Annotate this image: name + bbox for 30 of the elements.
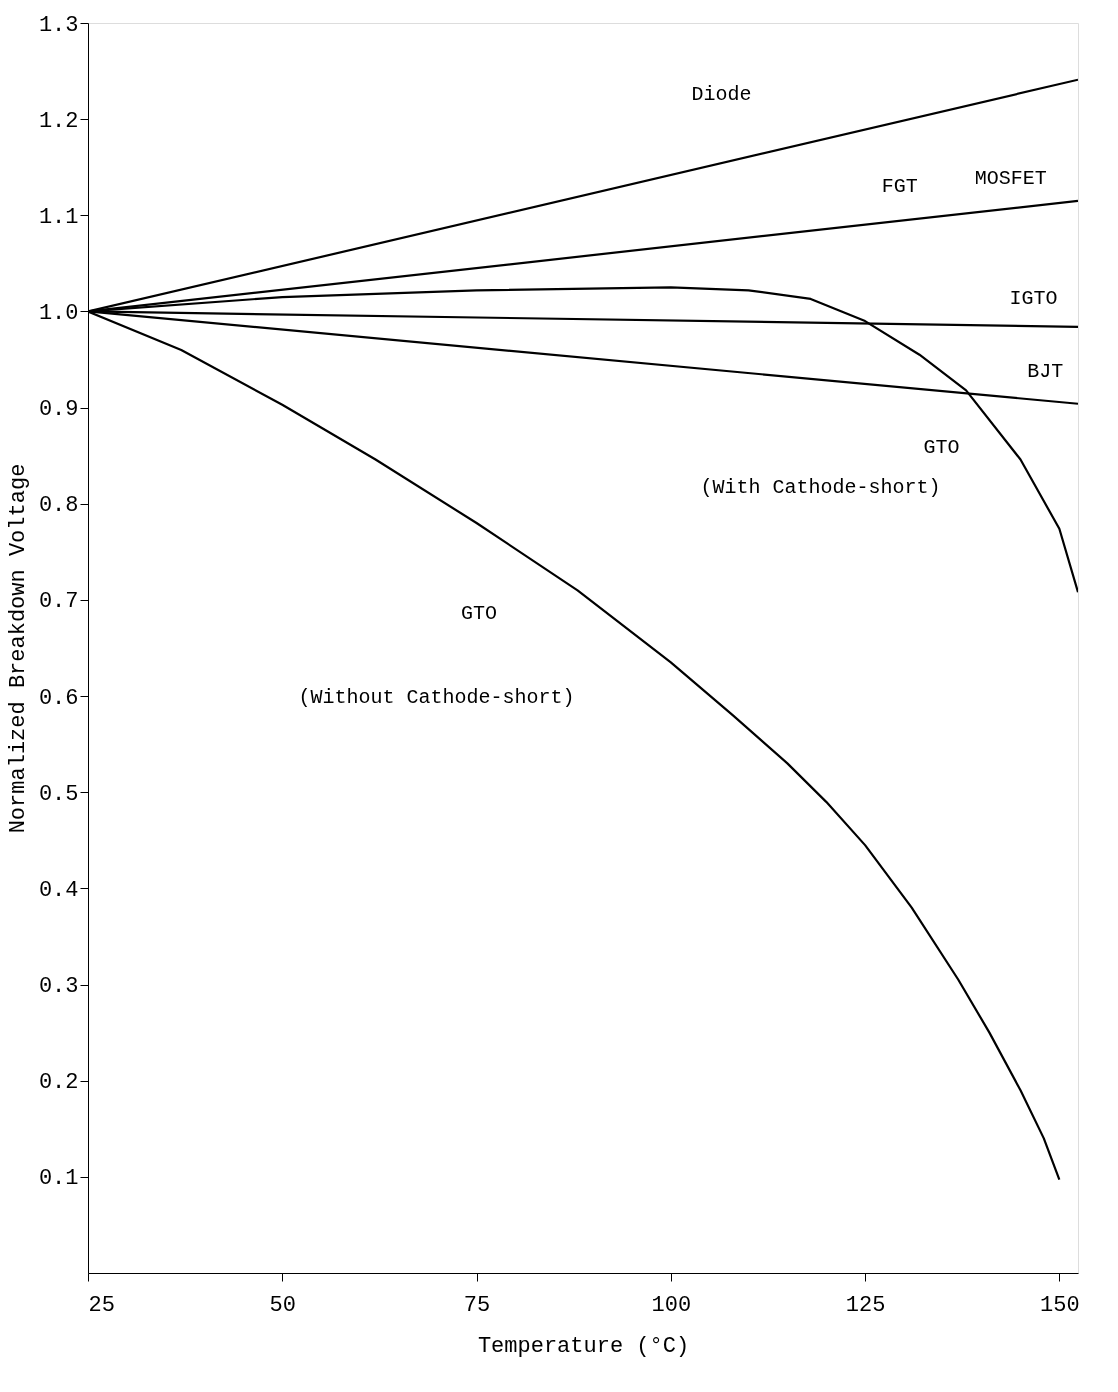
- annotation: BJT: [1027, 359, 1064, 383]
- y-tick-label: 0.4: [38, 877, 79, 903]
- y-tick-label: 1.2: [38, 108, 79, 134]
- x-axis-title: Temperature (°C): [477, 1333, 690, 1359]
- annotation: (Without Cathode-short): [298, 685, 575, 709]
- annotation: IGTO: [1009, 287, 1058, 310]
- y-tick-label: 1.0: [38, 300, 79, 326]
- annotation: GTO: [461, 602, 498, 625]
- annotation: MOSFET: [974, 167, 1047, 190]
- y-tick-label: 0.8: [38, 493, 79, 519]
- annotation: FGT: [881, 174, 918, 198]
- y-tick-label: 0.2: [38, 1070, 79, 1096]
- annotation: Diode: [691, 83, 752, 107]
- x-tick-label: 150: [1040, 1292, 1080, 1318]
- x-tick-label: 25: [88, 1292, 115, 1318]
- x-tick-label: 75: [463, 1292, 491, 1318]
- y-tick-label: 0.7: [38, 589, 79, 615]
- y-tick-label: 0.3: [38, 974, 79, 1000]
- annotation: GTO: [923, 435, 960, 459]
- x-tick-label: 100: [651, 1292, 692, 1318]
- y-tick-label: 1.3: [38, 12, 79, 38]
- y-tick-label: 0.9: [38, 397, 79, 423]
- y-tick-label: 0.6: [38, 685, 79, 711]
- annotation: (With Cathode-short): [700, 475, 941, 499]
- x-tick-label: 125: [845, 1292, 886, 1318]
- x-tick-label: 50: [269, 1292, 296, 1318]
- y-tick-label: 0.1: [38, 1166, 79, 1192]
- y-tick-label: 1.1: [38, 204, 79, 230]
- y-tick-label: 0.5: [38, 781, 79, 807]
- y-axis-title: Normalized Breakdown Voltage: [5, 463, 31, 834]
